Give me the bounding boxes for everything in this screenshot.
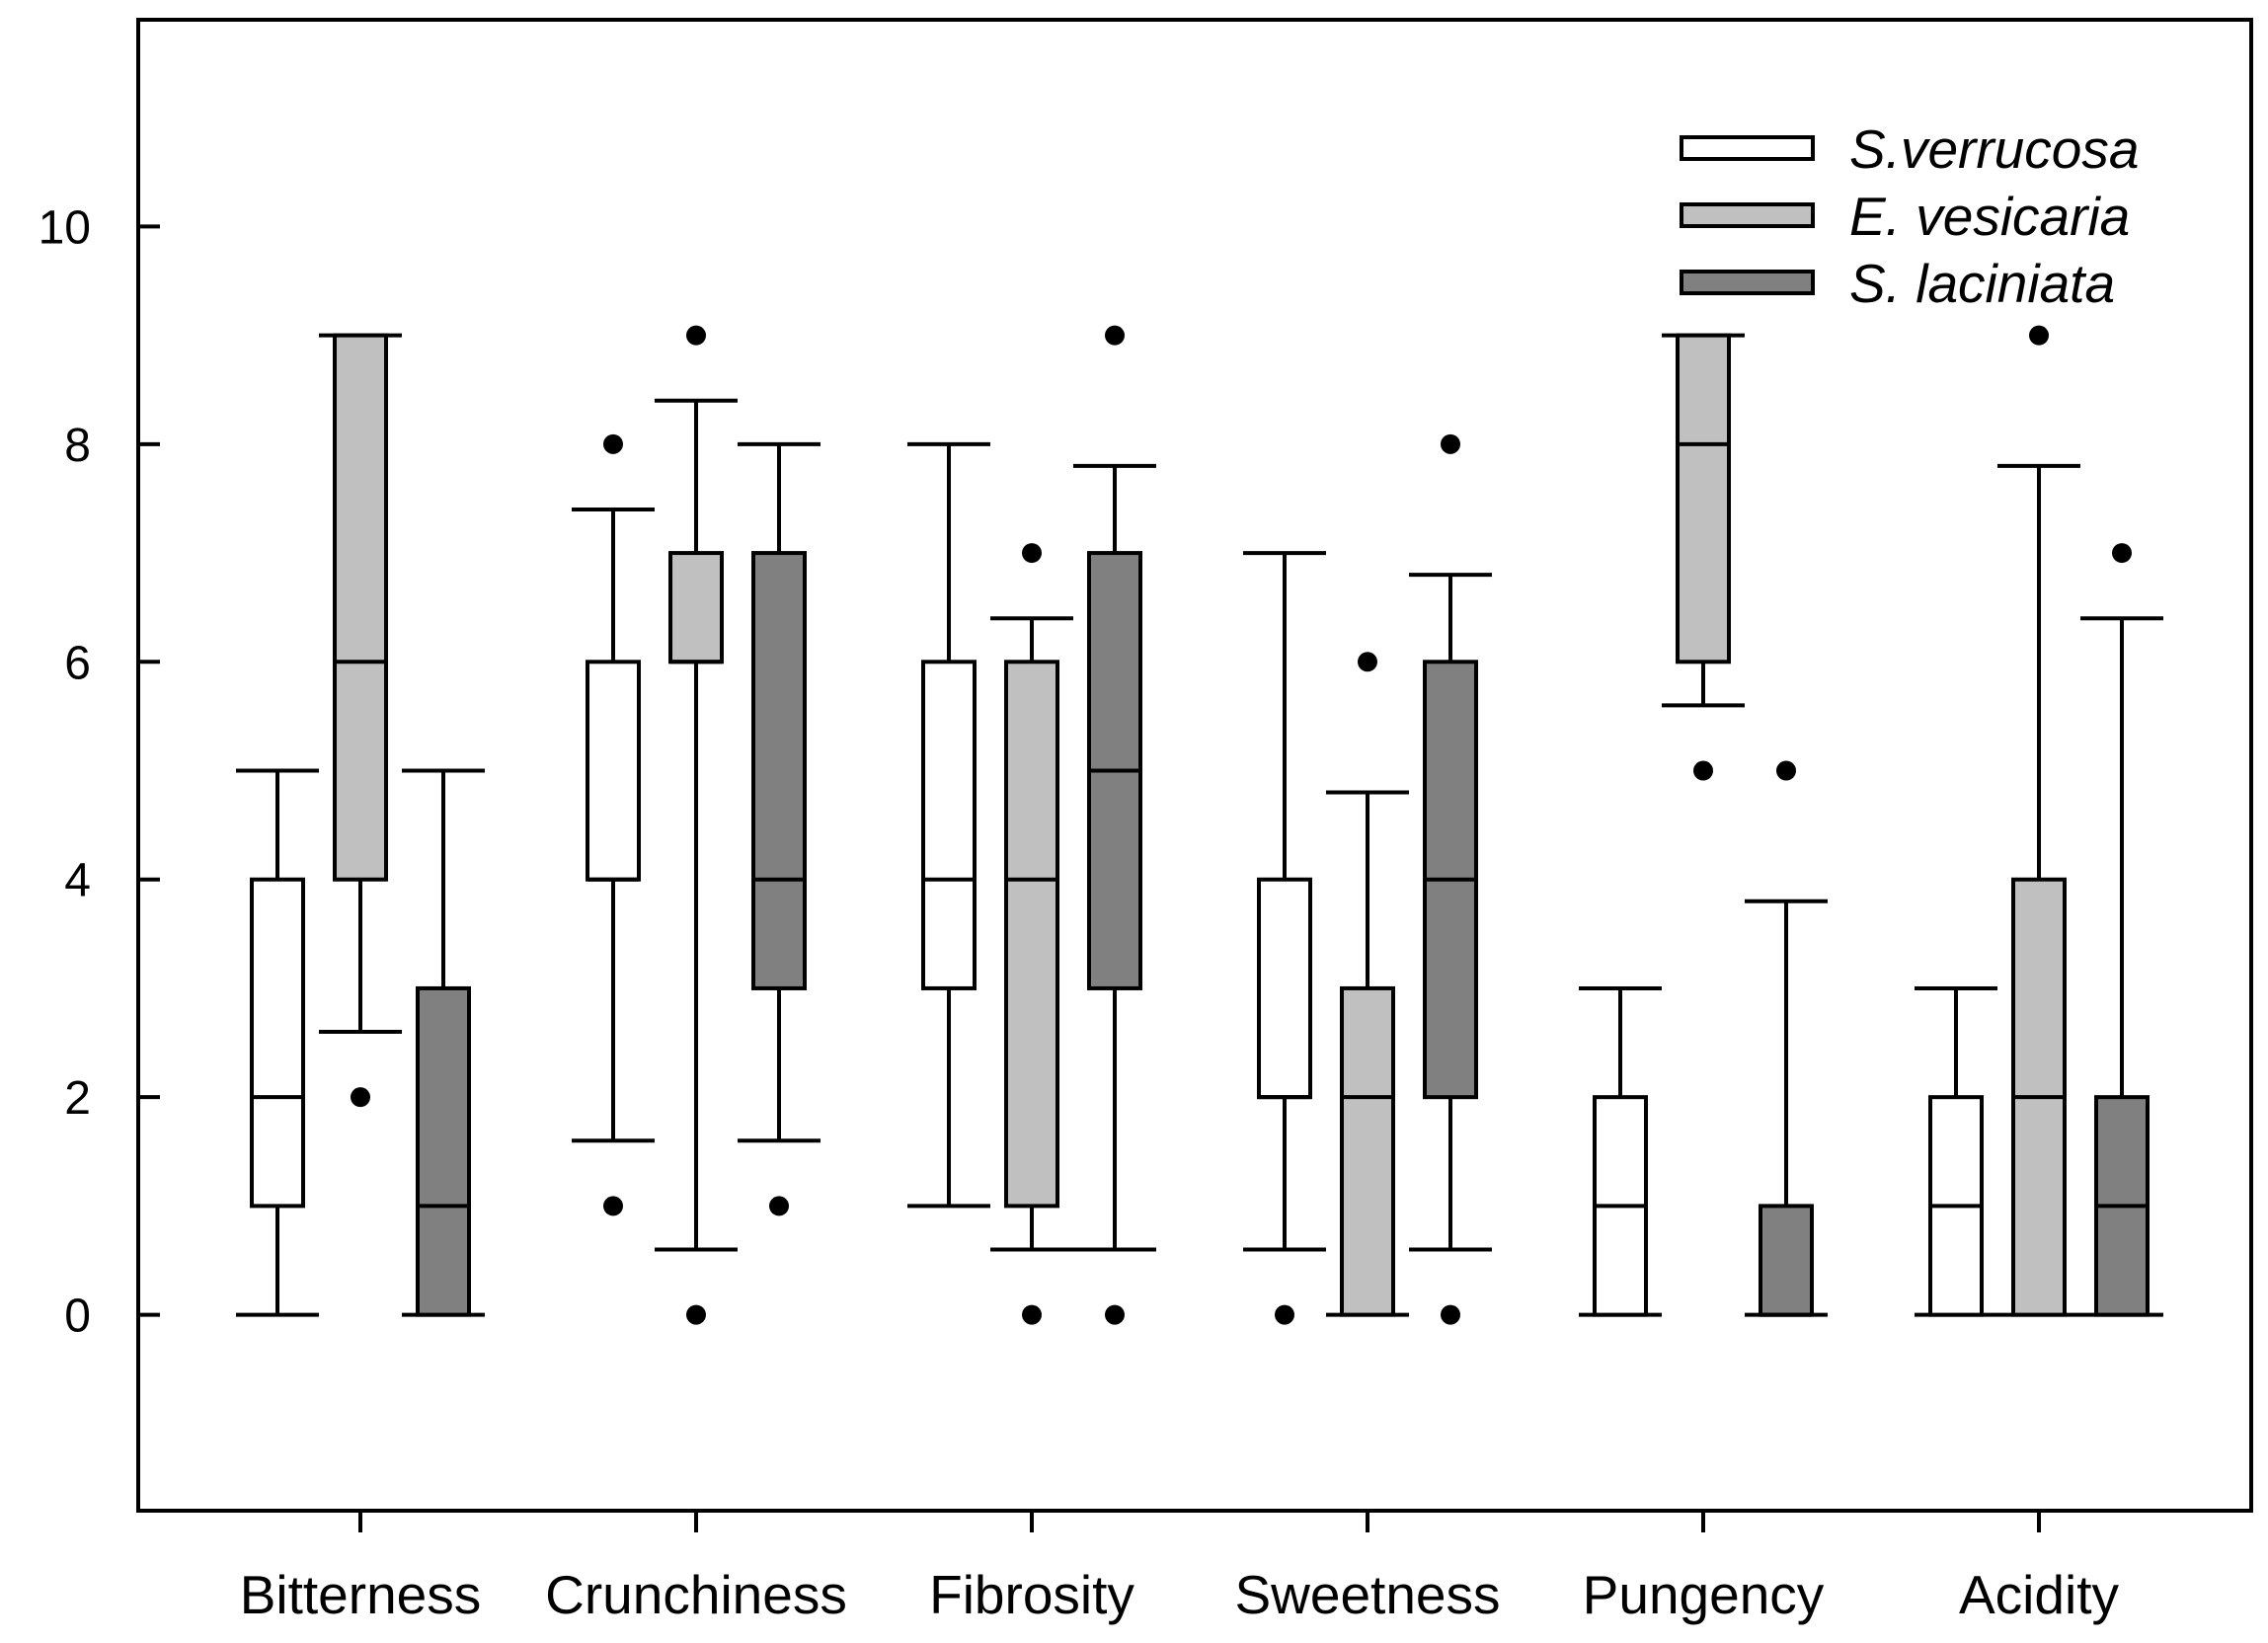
legend-label: E. vesicaria [1849, 186, 2130, 247]
y-tick-label: 2 [64, 1072, 91, 1125]
legend-swatch [1680, 135, 1815, 161]
box-group [1662, 333, 1745, 781]
box [1759, 1204, 1814, 1317]
outlier-point [351, 1087, 370, 1108]
box-group [1997, 325, 2080, 1317]
box-group [907, 441, 990, 1209]
box-group [990, 543, 1073, 1325]
box-group [1326, 652, 1409, 1317]
box-group [1073, 325, 1156, 1325]
outlier-point [2112, 543, 2132, 564]
outlier-point [1441, 433, 1460, 454]
category-label: Fibrosity [929, 1564, 1134, 1625]
y-axis: 0 2 4 6 8 10 [39, 201, 160, 1343]
box-group [402, 768, 485, 1317]
plot-marks [236, 325, 2163, 1325]
box-group [236, 768, 319, 1317]
box-group [1579, 985, 1662, 1317]
outlier-point [1022, 543, 1042, 564]
box-group [655, 325, 738, 1325]
y-tick-label: 8 [64, 420, 91, 472]
legend-label: S. laciniata [1849, 253, 2115, 314]
box-group [2080, 543, 2163, 1317]
outlier-point [1022, 1304, 1042, 1325]
box [333, 333, 388, 882]
box [1257, 877, 1312, 1100]
box-group [572, 433, 655, 1216]
x-axis: Bitterness Crunchiness Fibrosity Sweetness P… [240, 1511, 2119, 1625]
box-group [319, 333, 402, 1108]
box-group [1745, 760, 1828, 1317]
box-group [1409, 433, 1492, 1325]
y-tick-label: 0 [64, 1291, 91, 1343]
plot-frame [136, 18, 2253, 1513]
box [586, 660, 641, 882]
box [1676, 333, 1731, 665]
outlier-point [1275, 1304, 1294, 1325]
outlier-point [603, 433, 623, 454]
y-tick-label: 10 [39, 201, 91, 254]
box [250, 877, 305, 1209]
outlier-point [1358, 652, 1377, 672]
category-label: Sweetness [1234, 1564, 1500, 1625]
box-group [1915, 985, 1997, 1317]
outlier-point [1776, 760, 1796, 781]
outlier-point [686, 1304, 706, 1325]
legend-swatch [1680, 202, 1815, 228]
y-tick-label: 6 [64, 637, 91, 689]
outlier-point [1441, 1304, 1460, 1325]
legend-label: S.verrucosa [1849, 118, 2139, 180]
box [416, 985, 471, 1317]
box [921, 660, 977, 990]
category-label: Acidity [1959, 1564, 2119, 1625]
box-group [738, 441, 821, 1216]
box [668, 551, 724, 665]
outlier-point [603, 1196, 623, 1216]
box-group [1243, 551, 1326, 1325]
outlier-point [1693, 760, 1713, 781]
box [751, 551, 807, 990]
outlier-point [2029, 325, 2049, 346]
box [1340, 985, 1395, 1317]
outlier-point [1105, 325, 1125, 346]
category-label: Bitterness [240, 1564, 482, 1625]
outlier-point [769, 1196, 789, 1216]
category-label: Pungency [1583, 1564, 1825, 1625]
box [1004, 660, 1059, 1209]
outlier-point [1105, 1304, 1125, 1325]
category-label: Crunchiness [545, 1564, 847, 1625]
outlier-point [686, 325, 706, 346]
y-tick-label: 4 [64, 855, 91, 907]
legend-swatch [1680, 270, 1815, 295]
